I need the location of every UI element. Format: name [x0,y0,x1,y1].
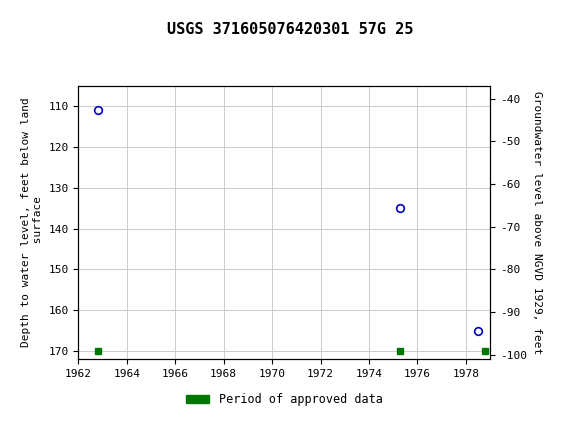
Text: USGS 371605076420301 57G 25: USGS 371605076420301 57G 25 [167,22,413,37]
Legend: Period of approved data: Period of approved data [181,388,387,411]
Y-axis label: Groundwater level above NGVD 1929, feet: Groundwater level above NGVD 1929, feet [532,91,542,354]
Y-axis label: Depth to water level, feet below land
 surface: Depth to water level, feet below land su… [21,98,43,347]
Text: ☒USGS: ☒USGS [7,9,57,27]
